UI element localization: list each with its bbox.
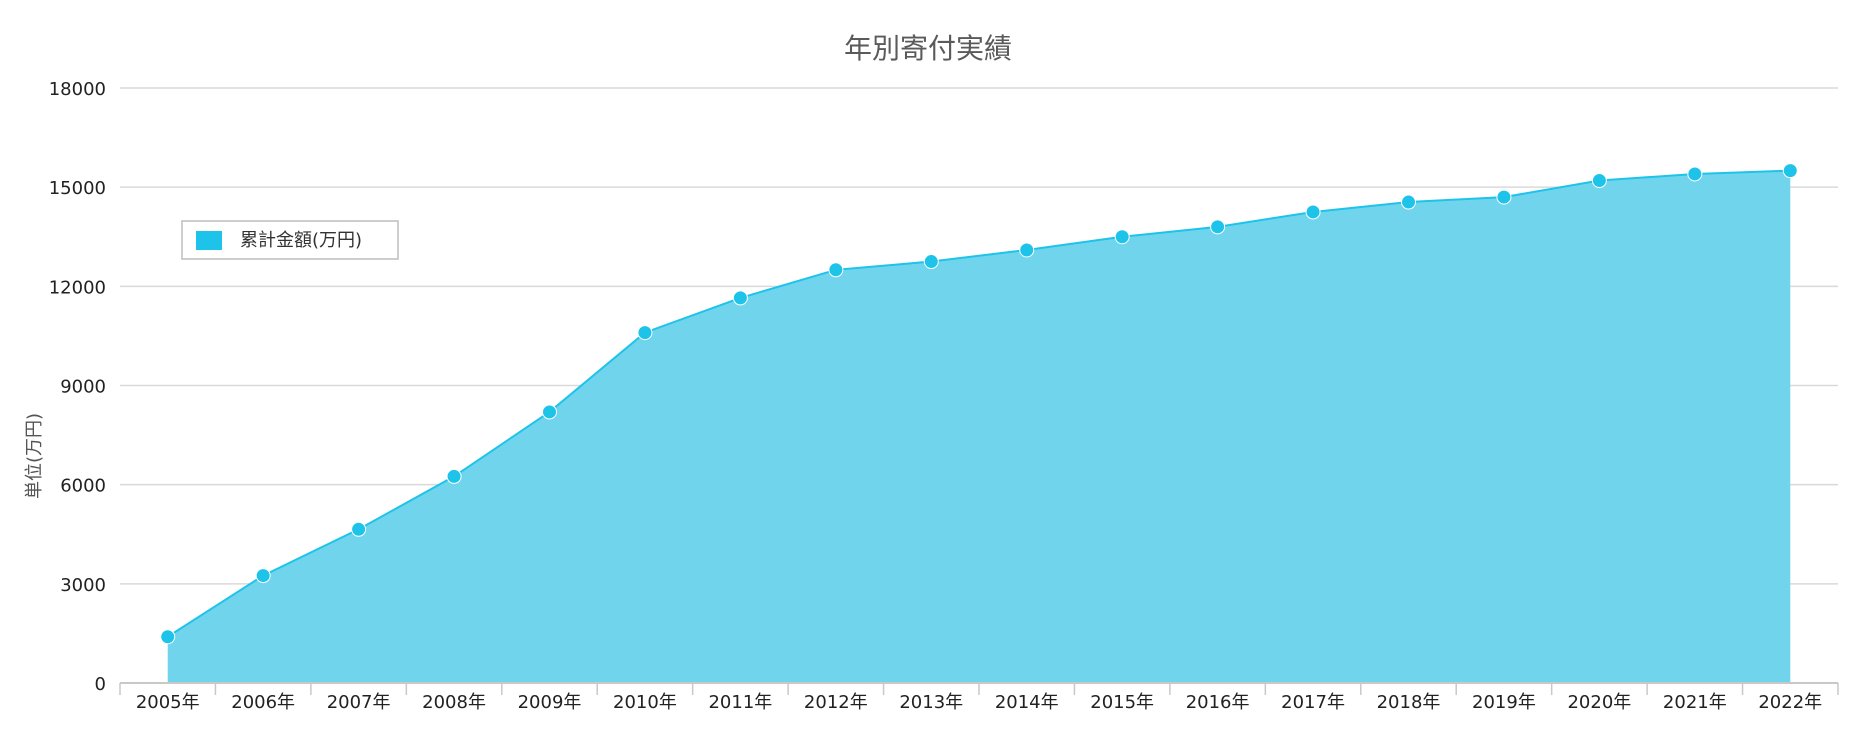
data-point[interactable] xyxy=(1305,204,1321,220)
legend-box xyxy=(181,220,399,260)
x-tick-label: 2014年 xyxy=(995,692,1059,713)
area-series xyxy=(167,169,1791,683)
x-tick-label: 2007年 xyxy=(327,692,391,713)
data-point[interactable] xyxy=(255,568,271,584)
y-tick-label: 9000 xyxy=(60,377,106,398)
x-tick-label: 2019年 xyxy=(1472,692,1536,713)
x-tick-label: 2013年 xyxy=(899,692,963,713)
x-axis xyxy=(119,682,1839,695)
x-tick-label: 2022年 xyxy=(1758,692,1822,713)
y-tick-label: 6000 xyxy=(60,476,106,497)
x-tick-label: 2015年 xyxy=(1090,692,1154,713)
data-point[interactable] xyxy=(828,262,844,278)
data-point[interactable] xyxy=(1210,219,1226,235)
chart-title: 年別寄付実績 xyxy=(844,32,1012,65)
area-fill xyxy=(167,170,1791,683)
data-point[interactable] xyxy=(1019,242,1035,258)
x-tick-label: 2006年 xyxy=(231,692,295,713)
y-tick-label: 18000 xyxy=(49,79,106,100)
data-points xyxy=(160,163,1798,645)
x-tick-label: 2018年 xyxy=(1377,692,1441,713)
y-tick-label: 0 xyxy=(95,674,106,695)
x-tick-label: 2009年 xyxy=(518,692,582,713)
x-tick-label: 2016年 xyxy=(1186,692,1250,713)
legend[interactable]: 累計金額(万円) xyxy=(181,220,399,260)
data-point[interactable] xyxy=(1687,166,1703,182)
x-tick-label: 2012年 xyxy=(804,692,868,713)
y-tick-label: 3000 xyxy=(60,575,106,596)
x-tick-label: 2010年 xyxy=(613,692,677,713)
data-point[interactable] xyxy=(351,521,367,537)
x-tick-labels: 2005年 2006年 2007年 2008年 2009年 2010年 2011年 2012年… xyxy=(136,692,1822,713)
x-tick-label: 2011年 xyxy=(708,692,772,713)
legend-label: 累計金額(万円) xyxy=(240,230,362,251)
data-point[interactable] xyxy=(446,468,462,484)
data-point[interactable] xyxy=(1496,189,1512,205)
x-tick-label: 2005年 xyxy=(136,692,200,713)
data-point[interactable] xyxy=(923,254,939,270)
data-point[interactable] xyxy=(160,629,176,645)
y-axis-label: 単位(万円) xyxy=(24,413,45,499)
data-point[interactable] xyxy=(1114,229,1130,245)
series-line xyxy=(167,169,1791,638)
y-tick-label: 12000 xyxy=(49,277,106,298)
x-tick-label: 2020年 xyxy=(1567,692,1631,713)
legend-swatch xyxy=(196,231,222,250)
data-point[interactable] xyxy=(1591,173,1607,189)
x-tick-label: 2008年 xyxy=(422,692,486,713)
data-point[interactable] xyxy=(542,404,557,420)
y-tick-label: 15000 xyxy=(49,178,106,199)
data-point[interactable] xyxy=(1401,194,1416,210)
x-tick-label: 2021年 xyxy=(1663,692,1727,713)
y-axis: 0 3000 6000 9000 12000 15000 18000 xyxy=(49,79,106,695)
data-point[interactable] xyxy=(732,290,748,306)
data-point[interactable] xyxy=(1782,163,1798,179)
x-tick-label: 2017年 xyxy=(1281,692,1345,713)
data-point[interactable] xyxy=(637,325,653,341)
